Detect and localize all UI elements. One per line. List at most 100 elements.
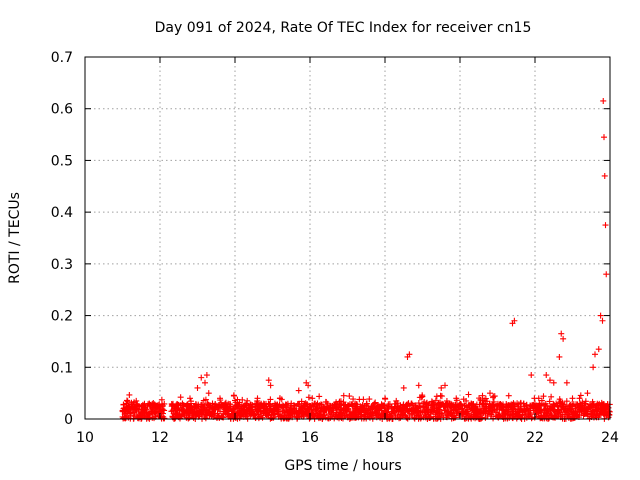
noise-point bbox=[239, 396, 246, 403]
noise-point bbox=[366, 396, 373, 403]
axis-ticks bbox=[84, 56, 611, 420]
noise-point bbox=[150, 399, 157, 406]
data-point bbox=[243, 400, 250, 407]
y-tick-label: 0.2 bbox=[51, 309, 73, 325]
data-point bbox=[415, 382, 422, 389]
data-point bbox=[442, 382, 448, 389]
noise-point bbox=[464, 408, 471, 415]
data-point bbox=[202, 379, 208, 386]
data-point bbox=[153, 403, 160, 410]
noise-point bbox=[563, 398, 570, 405]
data-points bbox=[119, 97, 612, 417]
data-point bbox=[123, 400, 130, 407]
x-tick-label: 16 bbox=[301, 430, 319, 446]
data-point bbox=[209, 400, 216, 407]
data-point bbox=[577, 400, 583, 407]
noise-point bbox=[389, 415, 396, 422]
x-tick-label: 20 bbox=[451, 430, 469, 446]
data-point bbox=[217, 395, 223, 402]
data-point bbox=[601, 134, 607, 141]
noise-point bbox=[527, 411, 534, 418]
data-point bbox=[288, 400, 295, 407]
data-point bbox=[423, 400, 430, 407]
data-point bbox=[367, 405, 373, 412]
x-axis-label: GPS time / hours bbox=[284, 458, 401, 474]
data-point bbox=[314, 400, 321, 407]
data-point bbox=[520, 400, 527, 407]
data-point bbox=[438, 384, 445, 391]
noise-point bbox=[546, 398, 553, 405]
noise-point bbox=[202, 396, 209, 403]
noise-point bbox=[408, 400, 415, 407]
data-point bbox=[550, 379, 557, 386]
noise-point bbox=[161, 407, 168, 414]
noise-point bbox=[305, 394, 312, 401]
noise-point bbox=[283, 404, 290, 411]
x-tick-label: 14 bbox=[226, 430, 244, 446]
data-point bbox=[494, 403, 501, 410]
data-point bbox=[590, 364, 597, 371]
data-point bbox=[179, 400, 186, 407]
x-tick-label: 12 bbox=[151, 430, 169, 446]
data-point bbox=[267, 382, 274, 389]
noise-point bbox=[309, 395, 316, 402]
plot-frame bbox=[84, 56, 611, 420]
noise-point bbox=[259, 414, 266, 421]
data-point bbox=[172, 405, 178, 412]
data-point bbox=[205, 390, 212, 397]
data-point bbox=[127, 405, 133, 412]
data-point bbox=[558, 330, 565, 337]
y-tick-label: 0.1 bbox=[51, 360, 73, 376]
data-point bbox=[600, 97, 607, 104]
noise-point bbox=[561, 401, 568, 408]
noise-point bbox=[236, 399, 243, 406]
x-tick-label: 22 bbox=[526, 430, 544, 446]
noise-point bbox=[265, 411, 272, 418]
data-point bbox=[325, 405, 332, 412]
noise-point bbox=[417, 415, 424, 422]
data-point bbox=[584, 390, 591, 397]
data-point bbox=[602, 222, 609, 229]
data-point bbox=[254, 395, 261, 402]
data-point bbox=[232, 403, 238, 410]
noise-point bbox=[432, 397, 439, 404]
x-tick-label: 18 bbox=[376, 430, 394, 446]
noise-point bbox=[457, 401, 464, 408]
data-point bbox=[406, 351, 413, 358]
data-point bbox=[487, 390, 493, 397]
noise-point bbox=[544, 402, 551, 409]
noise-point bbox=[161, 415, 168, 422]
data-point bbox=[130, 409, 137, 416]
noise-point bbox=[350, 396, 357, 403]
data-point bbox=[198, 374, 205, 381]
noise-point bbox=[465, 391, 472, 398]
data-point bbox=[599, 317, 606, 324]
data-point bbox=[511, 317, 518, 324]
grid-lines bbox=[85, 57, 610, 419]
noise-point bbox=[126, 391, 133, 398]
x-tick-labels: 10 12 14 16 18 20 22 24 bbox=[76, 430, 619, 446]
y-axis-label: ROTI / TECUs bbox=[7, 192, 23, 284]
noise-point bbox=[582, 400, 589, 407]
data-point bbox=[479, 392, 486, 399]
y-tick-label: 0.4 bbox=[51, 205, 73, 221]
noise-point bbox=[433, 393, 440, 400]
data-point bbox=[547, 377, 553, 384]
data-point bbox=[535, 395, 542, 402]
data-point bbox=[453, 395, 460, 402]
data-point bbox=[277, 395, 283, 402]
noise-point bbox=[419, 393, 426, 400]
noise-point bbox=[275, 408, 282, 415]
x-tick-label: 24 bbox=[601, 430, 619, 446]
data-point bbox=[569, 395, 576, 402]
data-point bbox=[265, 377, 272, 384]
data-point bbox=[528, 372, 535, 379]
noise-point bbox=[345, 405, 352, 412]
data-point bbox=[393, 397, 400, 404]
data-point bbox=[382, 395, 388, 402]
data-point bbox=[543, 372, 550, 379]
noise-point bbox=[185, 415, 192, 422]
noise-point bbox=[316, 393, 323, 400]
